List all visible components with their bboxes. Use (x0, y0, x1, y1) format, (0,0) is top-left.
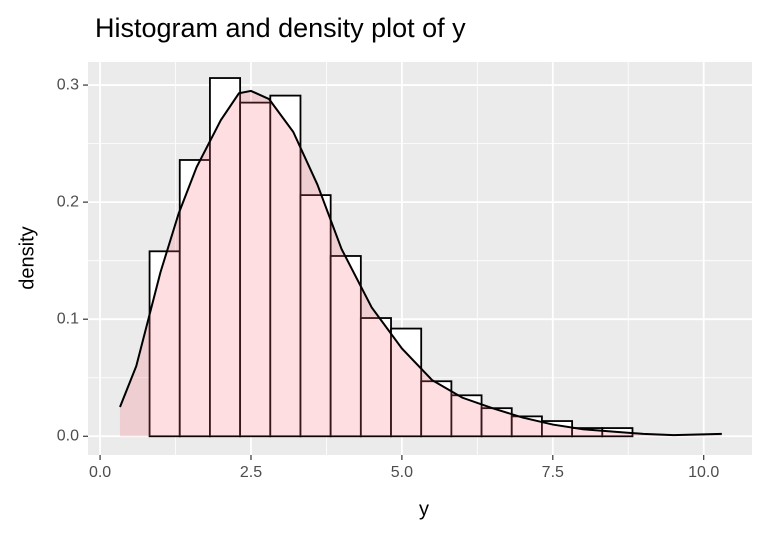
density-area (119, 90, 722, 437)
y-axis-title: density (16, 226, 38, 289)
x-tick-label: 0.0 (89, 464, 111, 481)
histogram-bar (420, 380, 453, 438)
histogram-bar (178, 159, 211, 438)
x-tick-label: 7.5 (542, 464, 564, 481)
density-line (119, 89, 722, 437)
histogram-bar (239, 101, 272, 438)
histogram-bar (299, 194, 332, 438)
x-axis-title: y (419, 498, 429, 520)
y-tick-label: 0.1 (57, 310, 79, 327)
x-tick-label: 5.0 (391, 464, 413, 481)
histogram-bar (359, 317, 392, 438)
x-tick-label: 10.0 (688, 464, 719, 481)
x-tick-label: 2.5 (240, 464, 262, 481)
y-tick-label: 0.0 (57, 427, 79, 444)
histogram-bar (390, 327, 423, 438)
chart-title: Histogram and density plot of y (95, 13, 466, 43)
y-tick-label: 0.2 (57, 193, 79, 210)
histogram-bar (269, 94, 302, 438)
histogram-bar (209, 77, 242, 438)
y-tick-label: 0.3 (57, 76, 79, 93)
histogram-bar (148, 250, 181, 438)
